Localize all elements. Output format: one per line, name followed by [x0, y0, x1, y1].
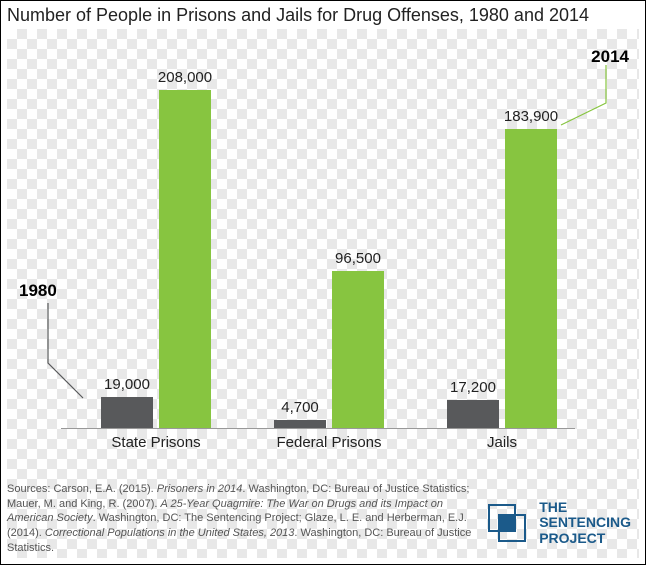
logo-mark-icon — [485, 501, 529, 545]
plot-area: 19,000208,000State Prisons4,70096,500Fed… — [61, 71, 575, 429]
year-label-2014: 2014 — [591, 47, 629, 67]
source-citation: Sources: Carson, E.A. (2015). Prisoners … — [7, 482, 485, 556]
src-p1: Prisoners in 2014 — [157, 483, 243, 495]
chart-area: 19,000208,000State Prisons4,70096,500Fed… — [61, 71, 575, 451]
chart-title: Number of People in Prisons and Jails fo… — [7, 5, 589, 26]
bar-a: 17,200 — [447, 400, 499, 428]
logo-line2: SENTENCING — [539, 515, 631, 530]
bar-group: 4,70096,500Federal Prisons — [254, 271, 404, 428]
bar-b: 96,500 — [332, 271, 384, 428]
logo-line1: THE — [539, 500, 631, 515]
bar-value-label: 208,000 — [158, 69, 212, 86]
logo-line3: PROJECT — [539, 531, 631, 546]
leader-line-1980 — [43, 303, 103, 423]
year-label-1980: 1980 — [19, 281, 57, 301]
bar-value-label: 4,700 — [281, 399, 319, 416]
leader-line-2014 — [551, 65, 611, 145]
src-p0: Sources: Carson, E.A. (2015). — [7, 483, 157, 495]
bar-value-label: 19,000 — [104, 376, 150, 393]
bar-value-label: 96,500 — [335, 250, 381, 267]
bar-value-label: 17,200 — [450, 379, 496, 396]
category-label: Federal Prisons — [254, 434, 404, 451]
bar-b: 183,900 — [505, 129, 557, 428]
sentencing-project-logo: THE SENTENCING PROJECT — [485, 500, 631, 546]
bar-group: 17,200183,900Jails — [427, 129, 577, 428]
logo-text: THE SENTENCING PROJECT — [539, 500, 631, 546]
bar-b: 208,000 — [159, 90, 211, 428]
src-p5: Correctional Populations in the United S… — [45, 527, 295, 539]
category-label: State Prisons — [81, 434, 231, 451]
category-label: Jails — [427, 434, 577, 451]
bar-value-label: 183,900 — [504, 108, 558, 125]
bar-a: 4,700 — [274, 420, 326, 428]
bar-group: 19,000208,000State Prisons — [81, 90, 231, 428]
bar-a: 19,000 — [101, 397, 153, 428]
